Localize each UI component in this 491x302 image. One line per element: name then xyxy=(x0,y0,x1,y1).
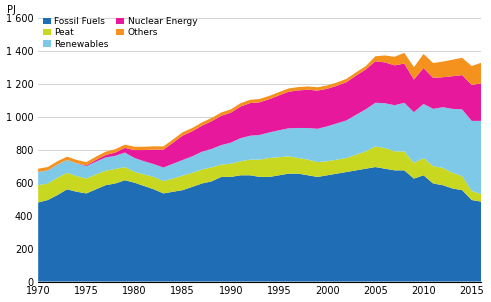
Text: PJ: PJ xyxy=(7,5,16,15)
Legend: Fossil Fuels, Peat, Renewables, Nuclear Energy, Others: Fossil Fuels, Peat, Renewables, Nuclear … xyxy=(43,17,197,49)
